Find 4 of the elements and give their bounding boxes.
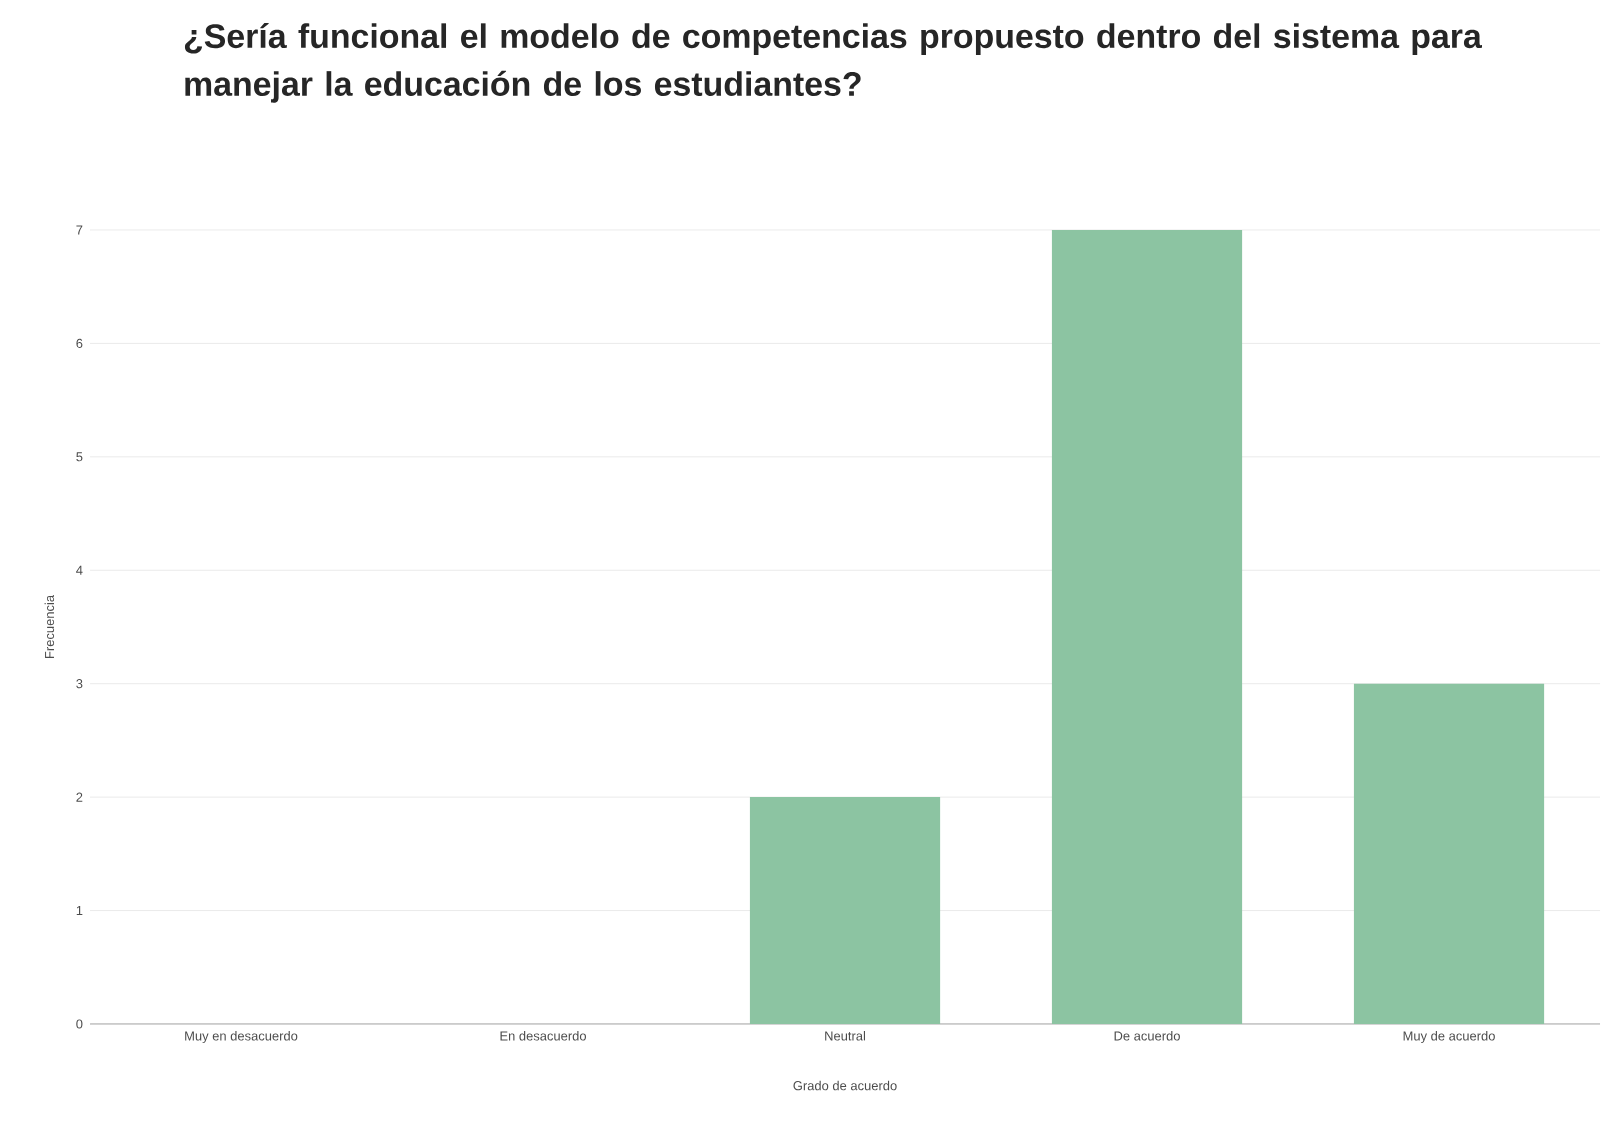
- bar: [1051, 229, 1243, 1024]
- chart-title: ¿Sería funcional el modelo de competencias propuesto dentro del sistema para manejar la educación de los estudiantes?: [184, 23, 1482, 103]
- bar: [1353, 683, 1545, 1024]
- bar: [749, 797, 941, 1024]
